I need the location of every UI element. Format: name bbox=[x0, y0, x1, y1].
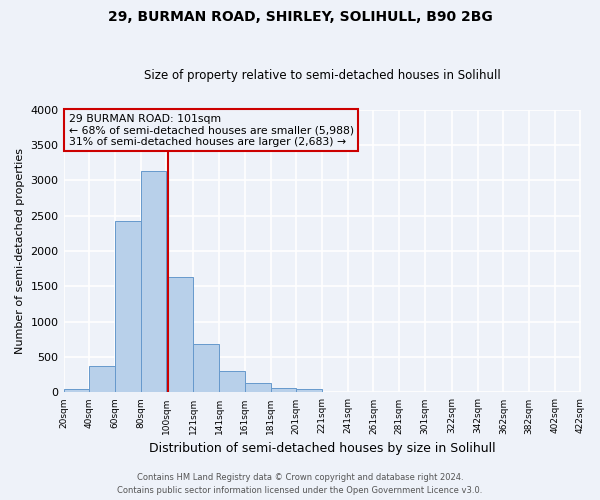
Text: 29, BURMAN ROAD, SHIRLEY, SOLIHULL, B90 2BG: 29, BURMAN ROAD, SHIRLEY, SOLIHULL, B90 … bbox=[107, 10, 493, 24]
Bar bbox=[64, 389, 89, 392]
Bar bbox=[296, 388, 322, 392]
Bar bbox=[219, 371, 245, 392]
Bar bbox=[115, 222, 140, 392]
X-axis label: Distribution of semi-detached houses by size in Solihull: Distribution of semi-detached houses by … bbox=[149, 442, 496, 455]
Bar bbox=[245, 383, 271, 392]
Title: Size of property relative to semi-detached houses in Solihull: Size of property relative to semi-detach… bbox=[143, 69, 500, 82]
Y-axis label: Number of semi-detached properties: Number of semi-detached properties bbox=[15, 148, 25, 354]
Bar bbox=[89, 366, 115, 392]
Text: 29 BURMAN ROAD: 101sqm
← 68% of semi-detached houses are smaller (5,988)
31% of : 29 BURMAN ROAD: 101sqm ← 68% of semi-det… bbox=[69, 114, 354, 147]
Text: Contains HM Land Registry data © Crown copyright and database right 2024.
Contai: Contains HM Land Registry data © Crown c… bbox=[118, 474, 482, 495]
Bar bbox=[140, 171, 166, 392]
Bar bbox=[271, 388, 296, 392]
Bar bbox=[166, 277, 193, 392]
Bar bbox=[193, 344, 219, 392]
